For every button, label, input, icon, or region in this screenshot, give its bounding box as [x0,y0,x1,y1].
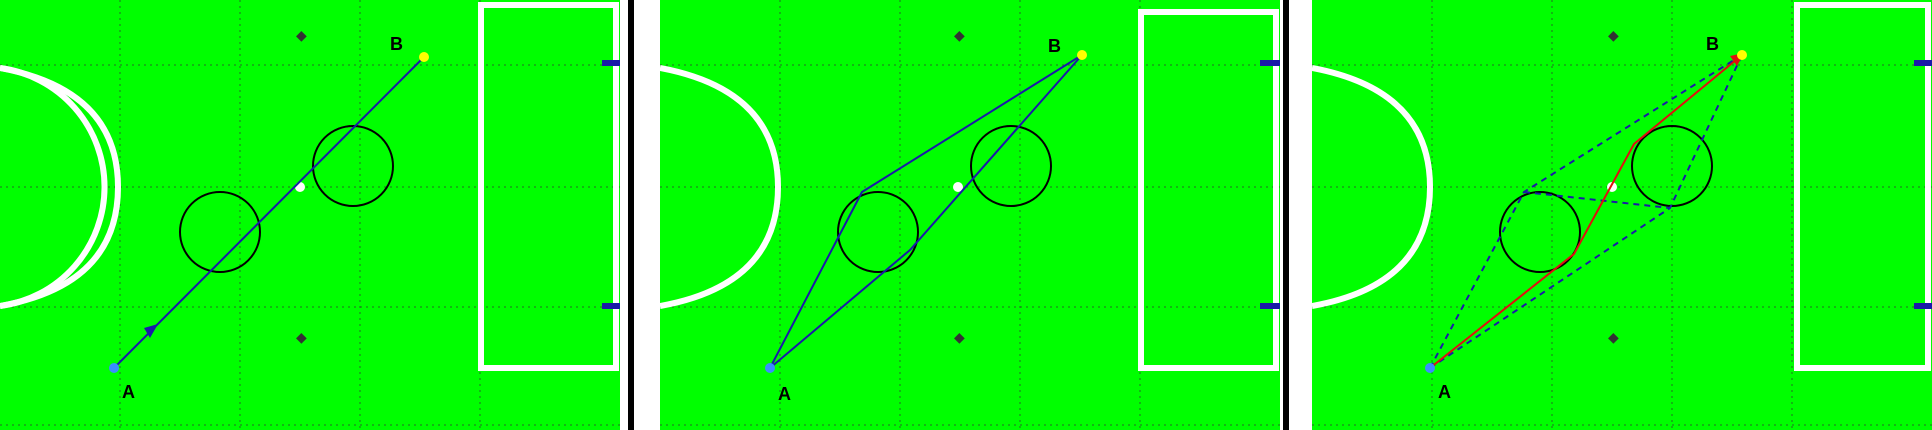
start-point-a [1425,363,1435,373]
direct-path [113,56,425,369]
grid-lines [660,0,1280,430]
obstacle-1 [1499,191,1581,273]
label-a: A [778,384,791,404]
penalty-box [478,2,619,371]
penalty-box [1138,9,1279,371]
field-background [660,0,1280,430]
goal-post-top [1260,60,1280,66]
goal-point-b [419,52,429,62]
center-arc-line [0,65,122,309]
grid-marker-top: ◆ [1608,27,1619,43]
grid-marker-bottom: ◆ [954,329,965,345]
goal-post-bottom [602,303,620,309]
candidate-path-cross [1523,191,1671,209]
center-arc-line [1312,65,1434,309]
panel-3-svg: ◆ ◆ A B [1312,0,1932,430]
panel-straight-path: ◆ ◆ A B [0,0,620,430]
candidate-paths [1429,54,1743,369]
direction-arrow [144,324,158,338]
grid-marker-bottom: ◆ [1608,329,1619,345]
panel-tangent-paths: ◆ ◆ A B [660,0,1280,430]
tangent-path-lower [769,54,1083,369]
label-b: B [390,34,403,54]
goal-point-b [1737,50,1747,60]
grid-lines [1312,0,1932,430]
goal-post-top [602,60,620,66]
goal-point-b [1077,50,1087,60]
label-a: A [1438,382,1451,402]
label-a: A [122,382,135,402]
center-spot [953,182,963,192]
selected-path [1429,54,1743,369]
label-b: B [1048,36,1061,56]
panel-divider-1 [628,0,634,430]
obstacle-2 [312,125,394,207]
penalty-box [1794,2,1931,371]
obstacle-2 [970,125,1052,207]
start-point-a [109,363,119,373]
panel-selected-path: ◆ ◆ A B [1312,0,1932,430]
grid-marker-bottom: ◆ [296,329,307,345]
goal-post-bottom [1914,303,1932,309]
tangent-path-upper [769,54,1083,369]
start-point-a [765,363,775,373]
obstacle-1 [837,191,919,273]
label-b: B [1706,34,1719,54]
goal-post-bottom [1260,303,1280,309]
obstacle-1 [179,191,261,273]
grid-marker-top: ◆ [296,27,307,43]
goal-post-top [1914,60,1932,66]
panel-1-svg: ◆ ◆ A B [0,0,620,430]
panel-divider-2 [1283,0,1289,430]
center-arc-line [660,65,782,309]
panel-2-svg: ◆ ◆ A B [660,0,1280,430]
grid-marker-top: ◆ [954,27,965,43]
field-background [1312,0,1932,430]
